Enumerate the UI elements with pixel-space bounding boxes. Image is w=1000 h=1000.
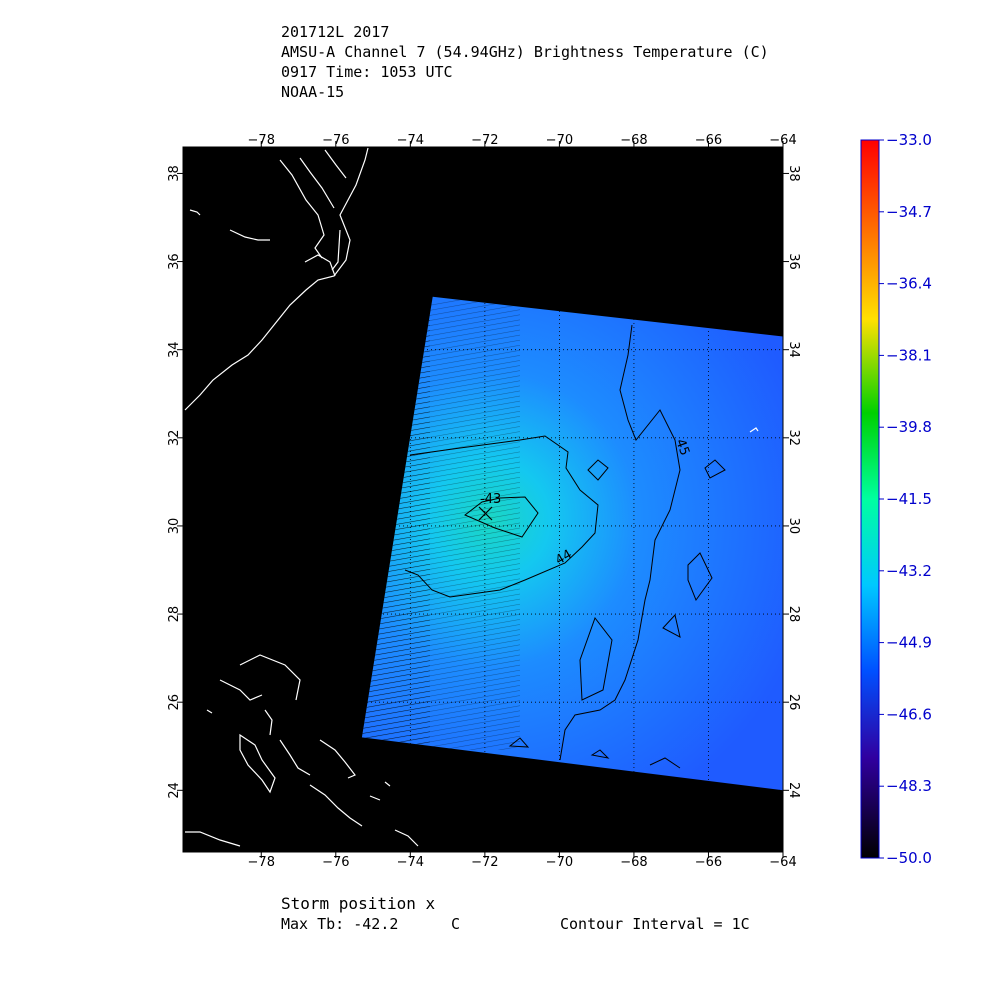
colorbar-tick-label: −50.0: [886, 849, 932, 867]
x-tick-label-bottom: −64: [769, 855, 796, 870]
contour-45-cell-d: [579, 616, 613, 701]
storm-position-marker: [478, 506, 493, 521]
y-tick-label-left: 34: [167, 341, 182, 358]
header-line-4: NOAA-15: [281, 83, 345, 101]
header-line-1: 201712L 2017: [281, 23, 390, 41]
axis-labels: −78 −78 −76 −76 −74 −74 −72 −72 −70 −70 −68 −68 −66 −…: [167, 133, 801, 870]
cuba-coast: [185, 829, 419, 847]
x-tick-label-top: −66: [695, 133, 722, 148]
contour-interval-label: Contour Interval = 1C: [560, 915, 750, 933]
y-tick-label-right: 34: [786, 341, 801, 358]
bahamas-5: [279, 739, 311, 776]
x-tick-label-bottom: −78: [248, 855, 275, 870]
coastlines: [184, 147, 759, 847]
contour-label-45: 45: [672, 437, 692, 458]
colorbar-tick-label: −38.1: [886, 346, 932, 364]
colorbar: [860, 139, 880, 859]
bahamas-4: [239, 733, 276, 794]
colorbar-tick-label: −41.5: [886, 490, 932, 508]
chesapeake-inlets: [279, 149, 347, 271]
colorbar-tick-label: −43.2: [886, 562, 932, 580]
bahamas-6: [319, 739, 356, 779]
header-line-2: AMSU-A Channel 7 (54.94GHz) Brightness T…: [281, 43, 769, 61]
map-frame: [182, 146, 784, 853]
contour-45-cell-h: [649, 757, 681, 769]
contour-45-cell-g: [590, 749, 610, 759]
contour-label-43: -43: [480, 492, 501, 507]
x-tick-label-bottom: −68: [620, 855, 647, 870]
max-tb-label: Max Tb: -42.2: [281, 915, 399, 933]
x-tick-label-top: −78: [248, 133, 275, 148]
axis-ticks: [177, 141, 789, 858]
contour-45-cell-a: [587, 459, 609, 481]
x-tick-label-bottom: −72: [471, 855, 498, 870]
y-tick-label-right: 24: [786, 782, 801, 799]
contour-45-cell-c: [687, 552, 713, 602]
contour-44: [404, 435, 599, 598]
x-tick-label-top: −76: [322, 133, 349, 148]
bahamas-2: [219, 679, 263, 701]
us-east-coastline: [184, 147, 369, 411]
x-tick-label-top: −68: [620, 133, 647, 148]
colorbar-ticks: −33.0 −34.7 −36.4 −38.1 −39.8 −41.5 −43.2 −44.9…: [879, 131, 932, 867]
x-tick-label-bottom: −74: [397, 855, 424, 870]
y-tick-label-left: 30: [167, 518, 182, 535]
y-tick-label-left: 28: [167, 606, 182, 623]
y-tick-label-right: 26: [786, 694, 801, 711]
max-tb-unit: C: [451, 915, 461, 933]
y-tick-label-left: 26: [167, 694, 182, 711]
contour-45-cell-e: [662, 613, 681, 638]
gridlines: [361, 296, 783, 791]
y-tick-label-right: 32: [786, 430, 801, 447]
y-tick-label-left: 32: [167, 430, 182, 447]
bahamas-8: [369, 781, 391, 801]
colorbar-tick-label: −34.7: [886, 203, 932, 221]
y-tick-label-right: 38: [786, 165, 801, 182]
colorbar-tick-label: −33.0: [886, 131, 932, 149]
small-island-2: [229, 229, 270, 241]
contour-43: [464, 496, 539, 538]
swath-edge-hatching-sparse: [430, 300, 520, 750]
colorbar-tick-label: −39.8: [886, 418, 932, 436]
header-line-3: 0917 Time: 1053 UTC: [281, 63, 453, 81]
y-tick-label-right: 36: [786, 253, 801, 270]
colorbar-tick-label: −48.3: [886, 777, 932, 795]
y-tick-label-right: 28: [786, 606, 801, 623]
contour-label-44: 44: [553, 547, 575, 568]
storm-position-legend: Storm position x: [281, 894, 436, 913]
colorbar-tick-label: −46.6: [886, 705, 932, 723]
contour-lines: [404, 324, 726, 769]
y-tick-label-left: 36: [167, 253, 182, 270]
y-tick-label-left: 38: [167, 165, 182, 182]
contour-45-cell-b: [704, 459, 726, 479]
island-east-1: [749, 427, 759, 433]
bahamas-7: [309, 784, 363, 827]
bahamas-1: [239, 654, 301, 701]
bahamas-3: [206, 709, 273, 736]
colorbar-tick-label: −36.4: [886, 275, 932, 293]
y-tick-label-right: 30: [786, 518, 801, 535]
x-tick-label-top: −64: [769, 133, 796, 148]
colorbar-tick-label: −44.9: [886, 634, 932, 652]
small-island-1: [189, 209, 201, 216]
contour-45-main: [559, 324, 681, 761]
x-tick-label-top: −72: [471, 133, 498, 148]
contour-45-cell-f: [508, 737, 530, 748]
x-tick-label-bottom: −76: [322, 855, 349, 870]
x-tick-label-bottom: −70: [546, 855, 573, 870]
x-tick-label-top: −74: [397, 133, 424, 148]
pamlico-sound: [304, 254, 336, 277]
x-tick-label-bottom: −66: [695, 855, 722, 870]
y-tick-label-left: 24: [167, 782, 182, 799]
x-tick-label-top: −70: [546, 133, 573, 148]
